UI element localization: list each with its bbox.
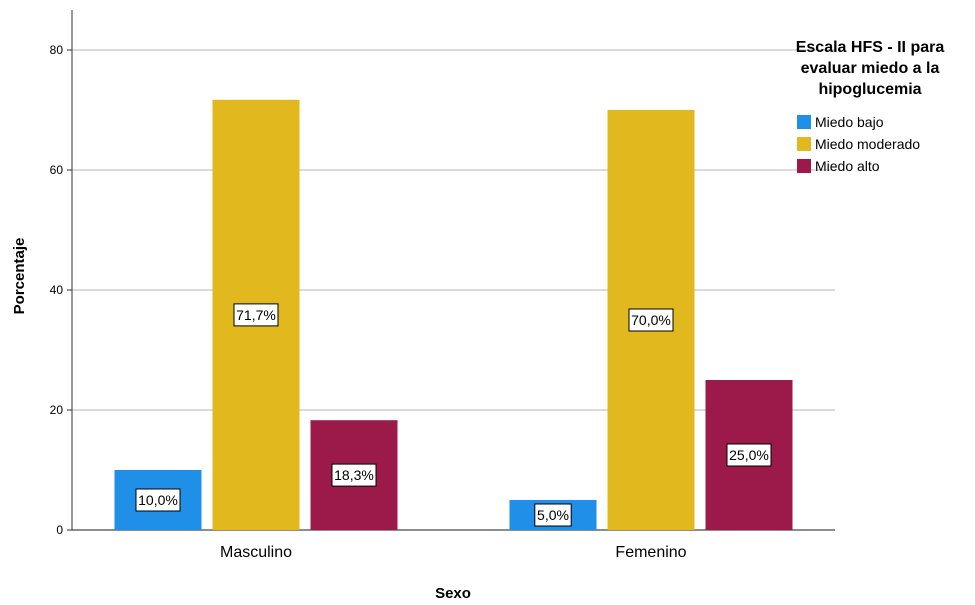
y-axis-ticks: 0 20 40 60 80 (50, 43, 72, 537)
legend-swatch (797, 115, 811, 129)
data-label-box (331, 463, 377, 487)
y-tick-label: 0 (56, 523, 63, 537)
legend-items: Miedo bajo Miedo moderado Miedo alto (797, 114, 920, 174)
data-label: 70,0% (631, 312, 671, 328)
data-label-box (628, 308, 674, 332)
legend-label: Miedo bajo (815, 114, 884, 130)
y-tick-label: 20 (50, 403, 64, 417)
data-label: 25,0% (729, 447, 769, 463)
data-label-box (726, 443, 772, 467)
data-label: 71,7% (236, 307, 276, 323)
y-tick-label: 40 (50, 283, 64, 297)
legend-title-line-3: hipoglucemia (818, 81, 921, 98)
data-labels: 10,0% 71,7% 18,3% 5,0% 70,0% 25,0% (135, 303, 772, 527)
legend-swatch (797, 137, 811, 151)
data-label-box (135, 488, 181, 512)
y-tick-label: 60 (50, 163, 64, 177)
y-tick-label: 80 (50, 43, 64, 57)
data-label: 5,0% (537, 507, 569, 523)
x-axis-title: Sexo (435, 585, 471, 602)
data-label: 18,3% (334, 467, 374, 483)
bars (114, 99, 793, 531)
legend-swatch (797, 159, 811, 173)
legend-title-line-1: Escala HFS - II para (796, 39, 945, 56)
x-category-label: Femenino (615, 544, 686, 561)
legend-label: Miedo moderado (815, 136, 920, 152)
data-label: 10,0% (138, 492, 178, 508)
legend: Escala HFS - II para evaluar miedo a la … (796, 39, 945, 174)
legend-title-line-2: evaluar miedo a la (801, 60, 940, 77)
y-axis-title: Porcentaje (11, 238, 28, 315)
data-label-box (233, 303, 279, 327)
data-label-box (534, 503, 572, 527)
x-axis-categories: Masculino Femenino (220, 544, 687, 561)
legend-label: Miedo alto (815, 158, 880, 174)
x-category-label: Masculino (220, 544, 292, 561)
